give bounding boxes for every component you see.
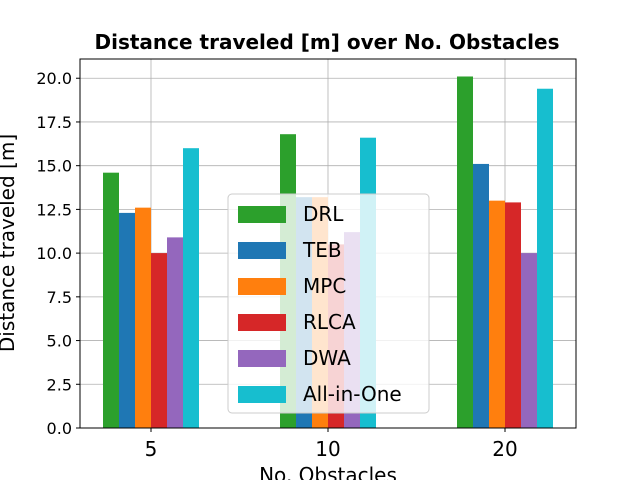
bar-dwa-20 xyxy=(521,253,537,428)
x-tick-label: 20 xyxy=(492,437,517,461)
y-tick-label: 0.0 xyxy=(47,419,72,438)
legend-box xyxy=(227,193,430,414)
y-axis-label: Distance traveled [m] xyxy=(0,134,19,352)
y-tick-label: 10.0 xyxy=(36,244,72,263)
legend-swatch xyxy=(238,386,286,403)
y-tick-label: 17.5 xyxy=(36,113,72,132)
legend-label: TEB xyxy=(302,238,342,262)
legend-label: All-in-One xyxy=(303,382,402,406)
legend-swatch xyxy=(238,206,286,223)
legend-swatch xyxy=(238,350,286,367)
x-axis: 5 10 20 xyxy=(145,428,518,461)
y-tick-label: 7.5 xyxy=(47,288,72,307)
y-tick-label: 5.0 xyxy=(47,332,72,351)
y-tick-label: 20.0 xyxy=(36,69,72,88)
bar-drl-20 xyxy=(457,76,473,428)
y-tick-label: 2.5 xyxy=(47,375,72,394)
legend-swatch xyxy=(238,278,286,295)
bar-teb-20 xyxy=(473,163,489,429)
chart-title: Distance traveled [m] over No. Obstacles xyxy=(94,30,559,54)
bar-rlca-20 xyxy=(505,202,521,428)
legend-label: MPC xyxy=(303,274,346,298)
bar-rlca-5 xyxy=(151,253,167,428)
bar-all-in-one-20 xyxy=(537,88,553,428)
legend-label: DWA xyxy=(303,346,351,370)
bar-dwa-5 xyxy=(167,237,183,428)
bar-drl-5 xyxy=(103,172,119,428)
bar-mpc-20 xyxy=(489,200,505,428)
legend: DRL TEB MPC RLCA DWA All-in-One xyxy=(227,193,430,414)
y-tick-label: 12.5 xyxy=(36,200,72,219)
legend-swatch xyxy=(238,314,286,331)
x-axis-label: No. Obstacles xyxy=(259,463,397,480)
legend-swatch xyxy=(238,242,286,259)
bar-teb-5 xyxy=(119,212,135,428)
x-tick-label: 10 xyxy=(315,437,340,461)
legend-label: DRL xyxy=(303,202,344,226)
y-tick-label: 15.0 xyxy=(36,157,72,176)
x-tick-label: 5 xyxy=(145,437,158,461)
y-axis: 0.0 2.5 5.0 7.5 10.0 12.5 15.0 17.5 20.0 xyxy=(36,69,80,438)
bar-all-in-one-5 xyxy=(183,148,199,428)
legend-label: RLCA xyxy=(303,310,356,334)
bar-mpc-5 xyxy=(135,207,151,428)
